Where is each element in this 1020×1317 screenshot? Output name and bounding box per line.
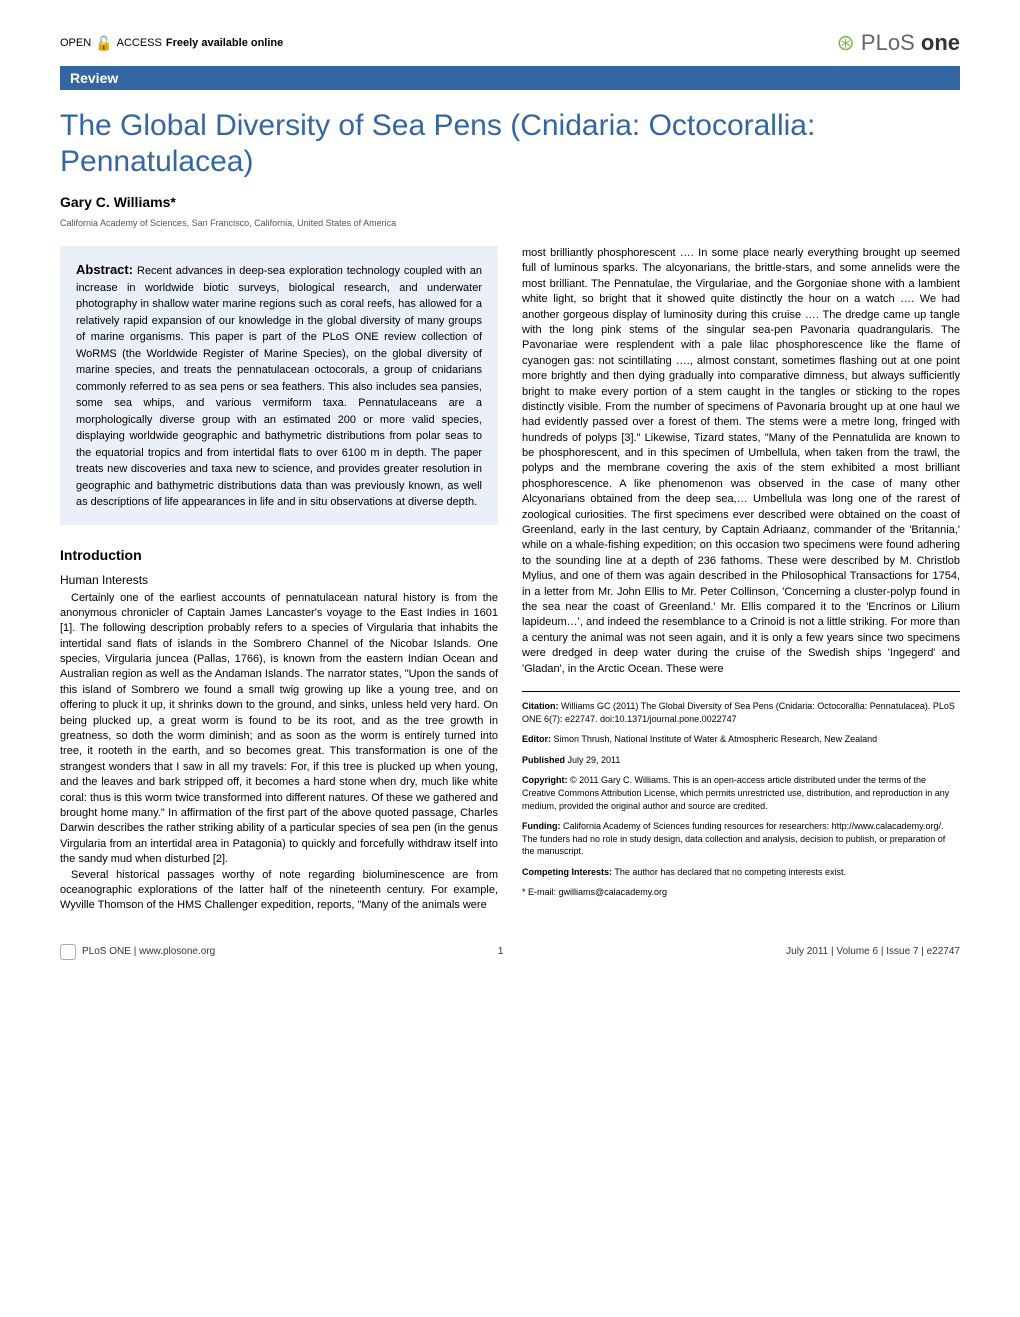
competing-line: Competing Interests: The author has decl… — [522, 866, 960, 879]
plos-text: PLoS — [861, 30, 915, 55]
footer-logo-icon — [60, 944, 76, 960]
footer-site: PLoS ONE | www.plosone.org — [82, 946, 215, 957]
email-label: * E-mail: — [522, 887, 556, 897]
review-label: Review — [70, 70, 118, 86]
body-paragraph-2: Several historical passages worthy of no… — [60, 868, 498, 914]
copyright-text: © 2011 Gary C. Williams. This is an open… — [522, 775, 949, 810]
editor-line: Editor: Simon Thrush, National Institute… — [522, 733, 960, 746]
review-bar: Review — [60, 66, 960, 90]
author-name: Gary C. Williams* — [60, 194, 960, 210]
email-text: gwilliams@calacademy.org — [559, 887, 668, 897]
citation-label: Citation: — [522, 701, 559, 711]
published-line: Published July 29, 2011 — [522, 754, 960, 767]
body-paragraph-1: Certainly one of the earliest accounts o… — [60, 591, 498, 868]
citation-box: Citation: Williams GC (2011) The Global … — [522, 691, 960, 899]
copyright-line: Copyright: © 2011 Gary C. Williams. This… — [522, 774, 960, 812]
funding-text: California Academy of Sciences funding r… — [522, 821, 945, 856]
footer-left: PLoS ONE | www.plosone.org — [60, 944, 215, 960]
author-affiliation: California Academy of Sciences, San Fran… — [60, 218, 960, 228]
article-title: The Global Diversity of Sea Pens (Cnidar… — [60, 108, 960, 180]
page-footer: PLoS ONE | www.plosone.org 1 July 2011 |… — [60, 944, 960, 960]
right-column: most brilliantly phosphorescent …. In so… — [522, 246, 960, 914]
email-line: * E-mail: gwilliams@calacademy.org — [522, 886, 960, 899]
access-label: ACCESS — [117, 37, 162, 49]
header-row: OPEN 🔓 ACCESS Freely available online ⊛ … — [60, 30, 960, 56]
plos-icon: ⊛ — [836, 30, 854, 55]
freely-available-label: Freely available online — [166, 37, 283, 49]
funding-label: Funding: — [522, 821, 560, 831]
footer-issue: July 2011 | Volume 6 | Issue 7 | e22747 — [786, 946, 960, 957]
content-columns: Abstract: Recent advances in deep-sea ex… — [60, 246, 960, 914]
citation-text: Williams GC (2011) The Global Diversity … — [522, 701, 955, 724]
left-column: Abstract: Recent advances in deep-sea ex… — [60, 246, 498, 914]
published-text: July 29, 2011 — [568, 755, 621, 765]
one-text: one — [921, 30, 960, 55]
abstract-text: Recent advances in deep-sea exploration … — [76, 265, 482, 508]
plos-logo: ⊛ PLoS one — [836, 30, 960, 56]
editor-text: Simon Thrush, National Institute of Wate… — [554, 734, 878, 744]
citation-line: Citation: Williams GC (2011) The Global … — [522, 700, 960, 725]
copyright-label: Copyright: — [522, 775, 568, 785]
competing-text: The author has declared that no competin… — [614, 867, 846, 877]
funding-line: Funding: California Academy of Sciences … — [522, 820, 960, 858]
open-label: OPEN — [60, 37, 91, 49]
published-label: Published — [522, 755, 565, 765]
introduction-heading: Introduction — [60, 547, 498, 563]
subsection-heading: Human Interests — [60, 573, 498, 587]
body-paragraph-right: most brilliantly phosphorescent …. In so… — [522, 246, 960, 677]
abstract-label: Abstract: — [76, 262, 133, 277]
abstract-box: Abstract: Recent advances in deep-sea ex… — [60, 246, 498, 525]
competing-label: Competing Interests: — [522, 867, 612, 877]
lock-open-icon: 🔓 — [95, 35, 112, 52]
footer-page-number: 1 — [498, 946, 504, 957]
editor-label: Editor: — [522, 734, 551, 744]
open-access-badge: OPEN 🔓 ACCESS Freely available online — [60, 35, 283, 52]
